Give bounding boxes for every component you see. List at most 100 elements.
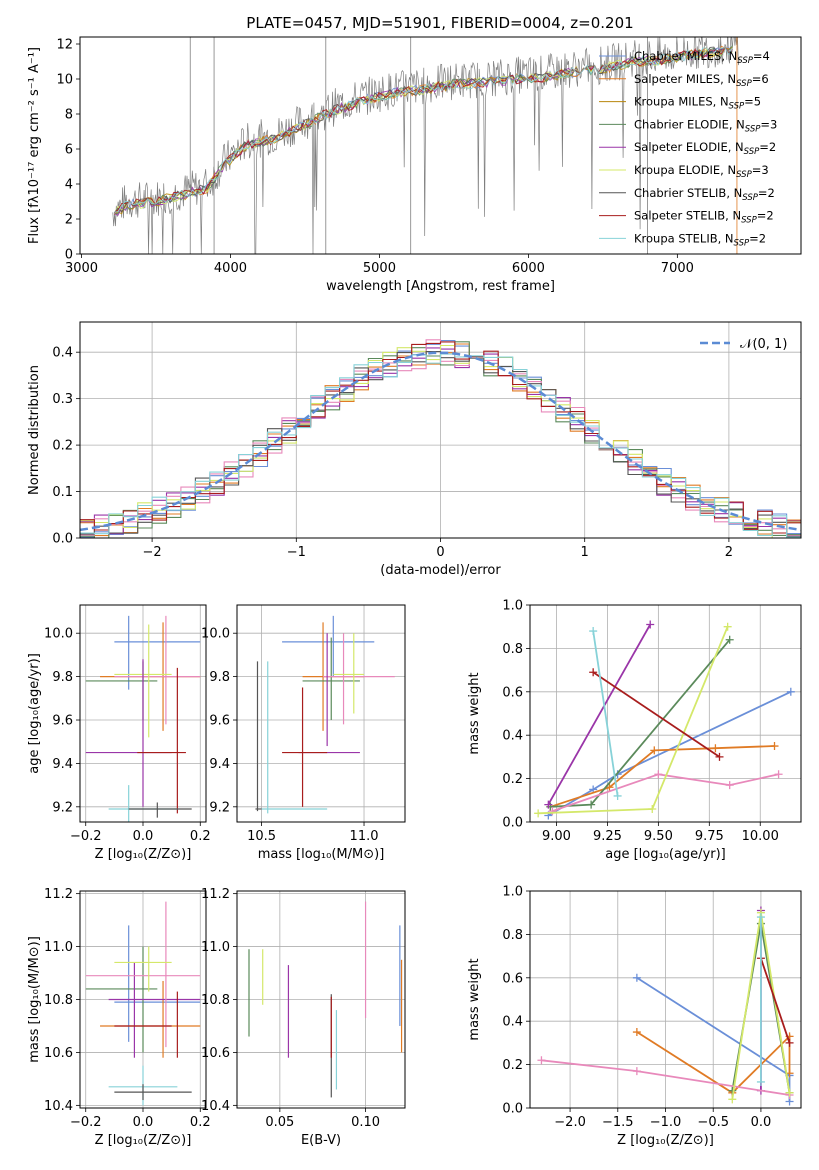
legend-entry: 𝒩(0, 1) (740, 337, 787, 352)
x-axis-label: (data-model)/error (380, 563, 501, 578)
legend-entry: Salpeter STELIB, NSSP=2 (634, 209, 774, 226)
x-tick-label: −0.2 (70, 1115, 102, 1130)
y-tick-label: 11.0 (201, 940, 230, 955)
x-tick-label: 0.2 (190, 829, 211, 844)
y-tick-label: 9.2 (52, 800, 73, 815)
x-tick-label: 9.25 (593, 829, 622, 844)
y-tick-label: 0.2 (52, 439, 73, 454)
x-tick-label: 3000 (65, 261, 98, 276)
chart-mass-vs-EBV: 0.05 0.10 10.4 10.6 10.8 11.0 11.2 E(B-V) (201, 887, 406, 1148)
x-axis-label: Z [log₁₀(Z/Z⊙)] (95, 1133, 192, 1148)
data-point (632, 973, 641, 982)
histogram-series (80, 353, 801, 538)
axes-frame (529, 604, 802, 823)
y-tick-label: 9.4 (209, 757, 230, 772)
data-spectrum (112, 37, 740, 254)
axes-frame (79, 321, 802, 539)
y-tick-label: 10.0 (201, 627, 230, 642)
series-line (592, 671, 721, 758)
data-point (632, 1067, 641, 1076)
model-line (113, 46, 733, 214)
chart-age-vs-Z: −0.2 0.0 0.2 9.2 9.4 9.6 9.8 10.0 Z [log₁₀(Z/Z⊙)… (27, 604, 211, 862)
plot-area (537, 906, 794, 1106)
chart-age-vs-mass: 10.5 11.0 9.2 9.4 9.6 9.8 10.0 mass [log₁₀(M/M⊙… (201, 604, 406, 862)
data-point (728, 1095, 737, 1104)
y-tick-label: 9.6 (209, 714, 230, 729)
y-tick-label: 10.8 (201, 993, 230, 1008)
x-tick-label: 0.0 (133, 1115, 154, 1130)
y-tick-label: 0.1 (52, 485, 73, 500)
x-tick-label: 4000 (214, 261, 247, 276)
data-point (589, 668, 598, 677)
chart-title: PLATE=0457, MJD=51901, FIBERID=0004, z=0… (246, 14, 633, 32)
chart-residuals: −2 −1 0 1 2 0.0 0.1 0.2 0.3 0.4 (data-model)/error… (27, 321, 802, 578)
model-line (113, 47, 733, 214)
x-tick-label: 0.05 (265, 1115, 294, 1130)
y-tick-label: 0.6 (502, 971, 523, 986)
y-tick-label: 10.6 (201, 1046, 230, 1061)
chart-spectrum: 3000 4000 5000 6000 7000 0 2 4 6 8 10 12 wavelength … (27, 14, 802, 294)
x-tick-label: 10.00 (742, 829, 779, 844)
y-tick-label: 1.0 (502, 885, 523, 900)
y-tick-label: 10 (56, 73, 73, 88)
axes-frame (79, 36, 802, 255)
y-tick-label: 2 (65, 213, 73, 228)
x-tick-label: 0.10 (351, 1115, 380, 1130)
y-tick-label: 9.8 (209, 670, 230, 685)
y-tick-label: 9.4 (52, 757, 73, 772)
x-tick-label: 0.0 (751, 1115, 772, 1130)
y-tick-label: 10.4 (201, 1099, 230, 1114)
y-tick-label: 1.0 (502, 599, 523, 614)
data-point (756, 1077, 765, 1086)
y-axis-label: mass [log₁₀(M/M⊙)] (27, 936, 42, 1063)
y-axis-label: Normed distribution (27, 365, 42, 495)
legend-entry: Chabrier ELODIE, NSSP=3 (634, 117, 777, 134)
y-tick-label: 12 (56, 38, 73, 53)
x-tick-label: 1 (581, 545, 589, 560)
data-point (544, 800, 553, 809)
y-axis-label: mass weight (467, 958, 482, 1040)
y-tick-label: 0.8 (502, 928, 523, 943)
y-tick-label: 0.4 (502, 1015, 523, 1030)
legend-entry: Kroupa MILES, NSSP=5 (634, 95, 761, 112)
x-axis-label: wavelength [Angstrom, rest frame] (326, 279, 555, 294)
legend: 𝒩(0, 1) (700, 337, 787, 352)
y-tick-label: 0.4 (502, 729, 523, 744)
chart-weight-vs-age: 9.00 9.25 9.50 9.75 10.00 0.0 0.2 0.4 0.6 0.8 1.0 a… (467, 599, 802, 862)
series-line (550, 745, 775, 808)
y-tick-label: 0.2 (502, 1058, 523, 1073)
legend: Chabrier MILES, NSSP=4 Salpeter MILES, NS… (599, 49, 777, 248)
axes-frame (79, 604, 207, 823)
x-tick-label: −2 (143, 545, 162, 560)
x-tick-label: 6000 (512, 261, 545, 276)
x-axis-label: Z [log₁₀(Z/Z⊙)] (95, 847, 192, 862)
data-point (785, 1038, 794, 1047)
series-line (760, 958, 791, 1044)
y-tick-label: 8 (65, 108, 73, 123)
data-point (646, 620, 655, 629)
legend-entry: Chabrier STELIB, NSSP=2 (634, 186, 775, 203)
y-tick-label: 10.8 (44, 993, 73, 1008)
x-tick-label: 7000 (661, 261, 694, 276)
data-point (650, 746, 659, 755)
y-tick-label: 9.6 (52, 714, 73, 729)
axes-frame (79, 890, 207, 1109)
x-axis-label: mass [log₁₀(M/M⊙)] (258, 847, 385, 862)
plot-area (248, 901, 403, 1098)
y-axis-label: age [log₁₀(age/yr)] (27, 653, 42, 774)
y-tick-label: 0 (65, 248, 73, 263)
chart-weight-vs-Z: −2.0 −1.5 −1.0 −0.5 0.0 0.0 0.2 0.4 0.6 0.8 1.0 Z [… (467, 885, 802, 1148)
model-line (114, 46, 733, 213)
series-line (592, 630, 619, 797)
data-point (654, 770, 663, 779)
y-tick-label: 0.8 (502, 642, 523, 657)
y-axis-label: mass weight (467, 672, 482, 754)
x-tick-label: 10.5 (247, 829, 276, 844)
x-tick-label: 0.0 (133, 829, 154, 844)
y-tick-label: 10.6 (44, 1046, 73, 1061)
data-point (632, 1028, 641, 1037)
y-tick-label: 0.2 (502, 772, 523, 787)
y-axis-label: Flux [fλ10⁻¹⁷ erg cm⁻² s⁻¹ A⁻¹] (27, 47, 42, 244)
data-point (725, 635, 734, 644)
